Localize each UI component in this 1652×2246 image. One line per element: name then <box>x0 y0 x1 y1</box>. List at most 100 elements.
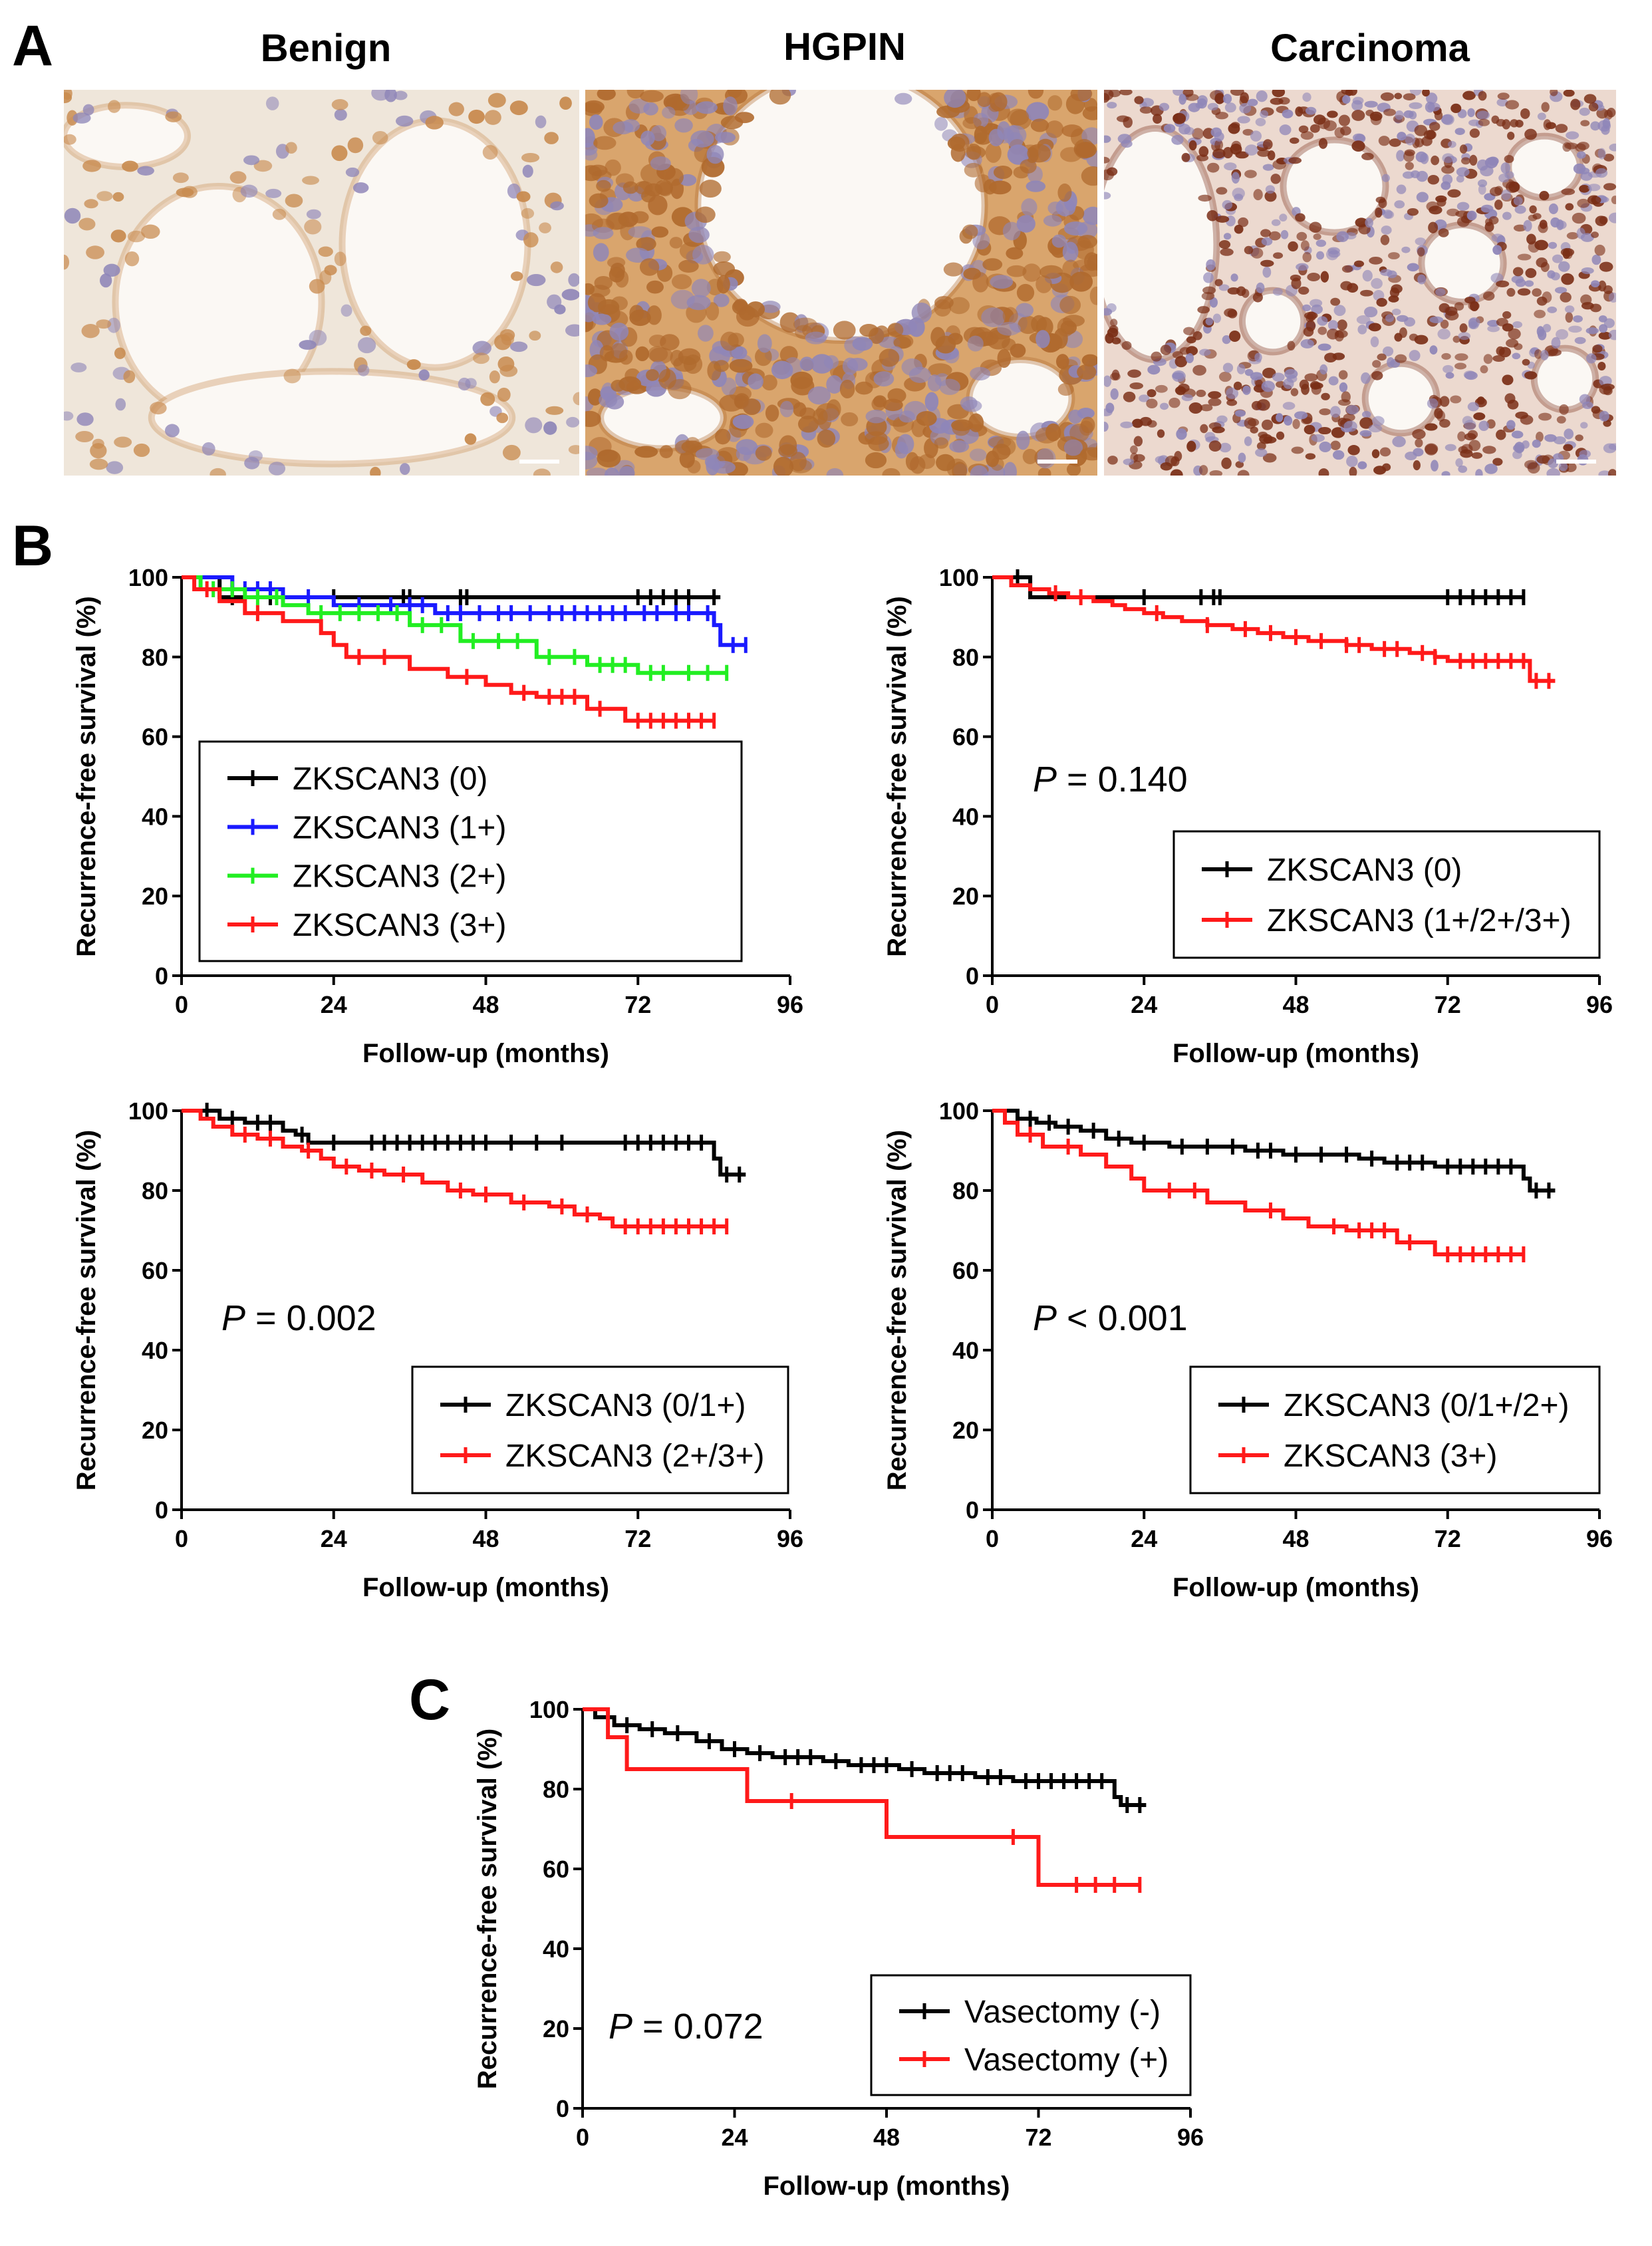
cell-nucleus <box>972 231 990 250</box>
cell-nucleus <box>1601 383 1615 390</box>
cell-nucleus <box>1186 440 1196 452</box>
cell-nucleus <box>1140 98 1155 107</box>
x-tick-label: 72 <box>624 1525 651 1552</box>
legend-label: ZKSCAN3 (3+) <box>1284 1439 1497 1474</box>
chart-legend: ZKSCAN3 (0/1+) ZKSCAN3 (2+/3+) <box>411 1365 789 1494</box>
km-chart-b1: 0 20 40 60 80 100 0 24 48 72 96 Follow-up (months) R… <box>72 564 803 1068</box>
cell-nucleus <box>527 273 546 287</box>
y-tick-label: 40 <box>142 803 168 830</box>
cell-nucleus <box>723 96 738 116</box>
cell-nucleus <box>727 90 742 98</box>
cell-nucleus <box>1238 452 1246 463</box>
km-curve-green <box>182 575 727 675</box>
cell-nucleus <box>1239 102 1252 114</box>
cell-nucleus <box>695 448 720 461</box>
cell-nucleus <box>1283 378 1294 389</box>
cell-nucleus <box>484 110 501 125</box>
cell-nucleus <box>1262 164 1274 171</box>
cell-nucleus <box>1492 245 1502 255</box>
cell-nucleus <box>634 446 658 458</box>
cell-nucleus <box>639 258 660 276</box>
cell-nucleus <box>597 299 620 315</box>
cell-nucleus <box>1591 280 1600 288</box>
cell-nucleus <box>1237 470 1250 476</box>
cell-nucleus <box>1250 426 1258 434</box>
cell-nucleus <box>1188 102 1200 112</box>
cell-nucleus <box>1327 110 1338 118</box>
cell-nucleus <box>1218 284 1230 291</box>
y-tick-label: 0 <box>155 962 168 990</box>
legend-label: ZKSCAN3 (1+) <box>293 810 506 845</box>
cell-nucleus <box>1248 418 1260 426</box>
cell-nucleus <box>1361 372 1371 384</box>
cell-nucleus <box>1435 195 1447 203</box>
cell-nucleus <box>1494 186 1504 196</box>
x-tick-label: 24 <box>1131 1525 1157 1552</box>
cell-nucleus <box>1387 356 1395 368</box>
cell-nucleus <box>1134 96 1144 104</box>
cell-nucleus <box>1183 327 1195 335</box>
cell-nucleus <box>384 90 397 102</box>
cell-nucleus <box>1512 352 1521 360</box>
cell-nucleus <box>1488 216 1499 225</box>
cell-nucleus <box>1155 384 1168 393</box>
cell-nucleus <box>1262 367 1276 378</box>
cell-nucleus <box>1280 229 1289 239</box>
cell-nucleus <box>690 130 714 148</box>
cell-nucleus <box>1104 169 1115 181</box>
cell-nucleus <box>771 360 793 380</box>
cell-nucleus <box>1022 448 1038 464</box>
cell-nucleus <box>1520 414 1534 425</box>
km-curve-black <box>992 1109 1556 1193</box>
cell-nucleus <box>1317 343 1331 351</box>
cell-nucleus <box>1272 90 1286 98</box>
x-axis-label: Follow-up (months) <box>1172 1573 1419 1602</box>
cell-nucleus <box>790 371 813 389</box>
cell-nucleus <box>1063 221 1088 236</box>
cell-nucleus <box>950 133 970 152</box>
cell-nucleus <box>952 462 968 476</box>
cell-nucleus <box>70 362 87 372</box>
cell-nucleus <box>1228 123 1240 134</box>
cell-nucleus <box>1208 398 1222 406</box>
cell-nucleus <box>1523 219 1532 232</box>
cell-nucleus <box>1319 441 1331 453</box>
cell-nucleus <box>1577 198 1590 208</box>
cell-nucleus <box>1609 143 1616 152</box>
cell-nucleus <box>1506 181 1520 194</box>
cell-nucleus <box>1370 336 1379 348</box>
cell-nucleus <box>1498 347 1512 358</box>
cell-nucleus <box>1536 326 1545 337</box>
cell-nucleus <box>716 275 730 294</box>
cell-nucleus <box>988 128 1004 147</box>
cell-nucleus <box>1524 128 1537 140</box>
cell-nucleus <box>1415 438 1423 448</box>
cell-nucleus <box>89 458 108 470</box>
cell-nucleus <box>1457 431 1466 442</box>
cell-nucleus <box>1468 440 1481 452</box>
cell-nucleus <box>334 251 346 267</box>
cell-nucleus <box>1255 118 1266 126</box>
cell-nucleus <box>1021 198 1037 216</box>
cell-nucleus <box>497 387 511 402</box>
cell-nucleus <box>1030 118 1049 132</box>
cell-nucleus <box>755 422 773 438</box>
cell-nucleus <box>1512 267 1524 277</box>
cell-nucleus <box>1471 452 1483 459</box>
km-chart-b2: 0 20 40 60 80 100 0 24 48 72 96 Follow-up (months) R… <box>883 564 1613 1068</box>
cell-nucleus <box>733 299 748 312</box>
y-axis-label: Recurrence-free survival (%) <box>72 596 101 956</box>
cell-nucleus <box>75 430 94 443</box>
cell-nucleus <box>1222 94 1232 104</box>
cell-nucleus <box>760 301 781 313</box>
cell-nucleus <box>82 160 101 172</box>
cell-nucleus <box>896 434 914 454</box>
cell-nucleus <box>629 309 651 327</box>
cell-nucleus <box>1006 265 1027 277</box>
cell-nucleus <box>1579 107 1590 116</box>
cell-nucleus <box>510 271 523 281</box>
cell-nucleus <box>202 442 215 456</box>
x-axis-label: Follow-up (months) <box>362 1573 609 1602</box>
cell-nucleus <box>1256 282 1265 293</box>
cell-nucleus <box>895 92 912 105</box>
